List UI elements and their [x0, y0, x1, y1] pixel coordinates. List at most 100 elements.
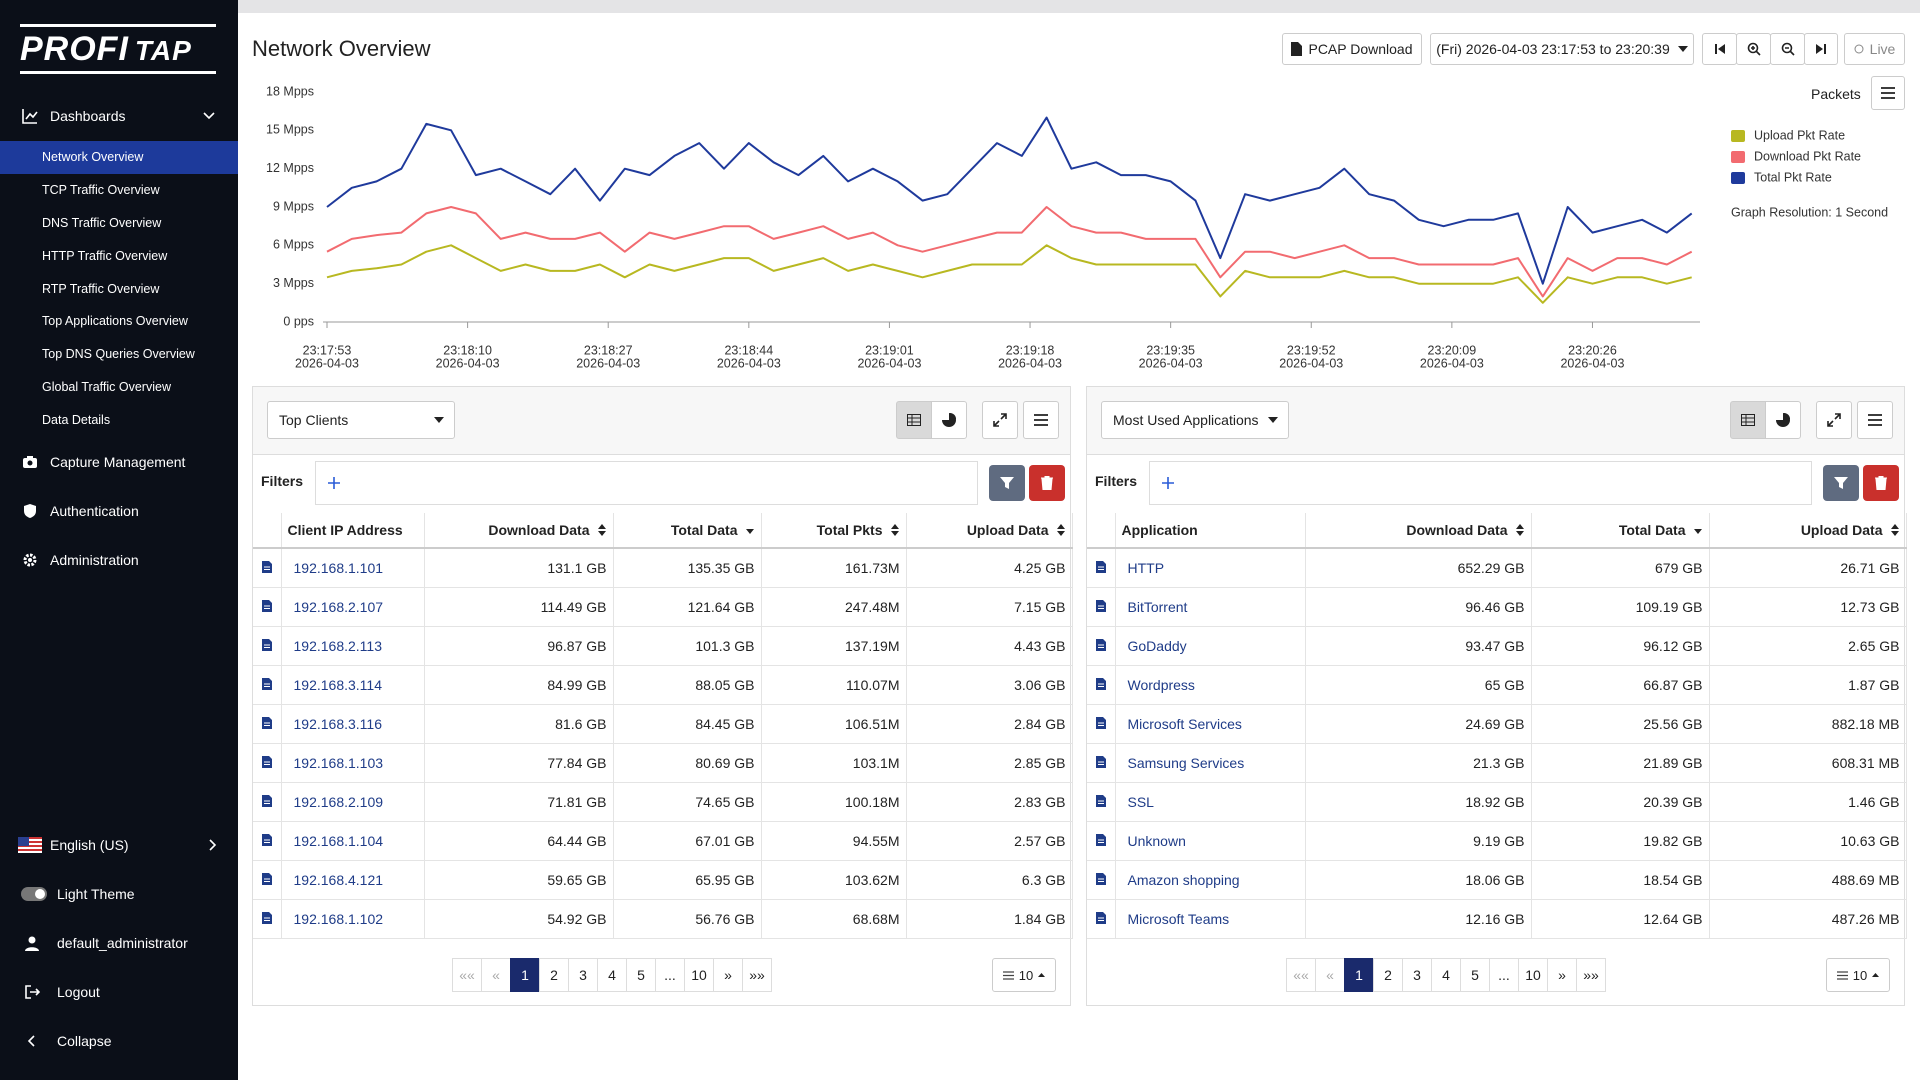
name-cell[interactable]: Microsoft Teams [1115, 899, 1306, 939]
page-button[interactable]: 5 [1460, 958, 1490, 992]
selector[interactable]: Top Clients [267, 401, 455, 439]
page-button[interactable]: 3 [568, 958, 598, 992]
name-cell[interactable]: 192.168.2.113 [281, 626, 425, 666]
column-header[interactable]: Client IP Address [281, 513, 425, 549]
name-cell[interactable]: SSL [1115, 782, 1306, 822]
name-cell[interactable]: 192.168.1.104 [281, 821, 425, 861]
delete-button[interactable] [1029, 465, 1065, 501]
nav-item[interactable]: Global Traffic Overview [42, 380, 171, 394]
name-cell[interactable]: BitTorrent [1115, 587, 1306, 627]
name-cell[interactable]: 192.168.3.116 [281, 704, 425, 744]
table-view-button[interactable] [896, 401, 932, 439]
row-icon-cell[interactable] [1087, 626, 1116, 666]
row-icon-cell[interactable] [1087, 704, 1116, 744]
page-button[interactable]: 10 [1518, 958, 1548, 992]
jump-end-button[interactable] [1804, 33, 1838, 65]
expand-button[interactable] [1816, 401, 1852, 439]
page-button[interactable]: »» [742, 958, 772, 992]
row-icon-cell[interactable] [1087, 899, 1116, 939]
page-button[interactable]: «« [1286, 958, 1316, 992]
page-size-select[interactable]: 10 [992, 958, 1056, 992]
row-icon-cell[interactable] [253, 782, 282, 822]
name-cell[interactable]: 192.168.1.103 [281, 743, 425, 783]
name-cell[interactable]: Microsoft Services [1115, 704, 1306, 744]
page-size-select[interactable]: 10 [1826, 958, 1890, 992]
page-button[interactable]: 10 [684, 958, 714, 992]
live-button[interactable]: Live [1844, 33, 1905, 65]
name-cell[interactable]: 192.168.3.114 [281, 665, 425, 705]
page-button[interactable]: »» [1576, 958, 1606, 992]
filter-input[interactable] [315, 461, 978, 505]
row-icon-cell[interactable] [253, 821, 282, 861]
page-button[interactable]: 1 [510, 958, 540, 992]
menu-button[interactable] [1857, 401, 1893, 439]
page-button[interactable]: » [1547, 958, 1577, 992]
name-cell[interactable]: 192.168.2.109 [281, 782, 425, 822]
row-icon-cell[interactable] [1087, 821, 1116, 861]
page-button[interactable]: 1 [1344, 958, 1374, 992]
row-icon-cell[interactable] [1087, 782, 1116, 822]
row-icon-cell[interactable] [1087, 665, 1116, 705]
row-icon-cell[interactable] [253, 743, 282, 783]
page-button[interactable]: » [713, 958, 743, 992]
name-cell[interactable]: Unknown [1115, 821, 1306, 861]
filter-button[interactable] [989, 465, 1025, 501]
row-icon-cell[interactable] [1087, 548, 1116, 588]
name-cell[interactable]: 192.168.2.107 [281, 587, 425, 627]
page-button[interactable]: 5 [626, 958, 656, 992]
column-header[interactable]: Download Data [1305, 513, 1532, 549]
page-button[interactable]: 3 [1402, 958, 1432, 992]
column-header[interactable]: Total Data [613, 513, 762, 549]
nav-item[interactable]: Top Applications Overview [42, 314, 188, 328]
selector[interactable]: Most Used Applications [1101, 401, 1289, 439]
nav-item[interactable]: Data Details [42, 413, 111, 427]
name-cell[interactable]: HTTP [1115, 548, 1306, 588]
row-icon-cell[interactable] [253, 665, 282, 705]
row-icon-cell[interactable] [253, 587, 282, 627]
name-cell[interactable]: Amazon shopping [1115, 860, 1306, 900]
column-header[interactable]: Download Data [424, 513, 614, 549]
chart-menu-button[interactable] [1871, 76, 1905, 110]
page-button[interactable]: «« [452, 958, 482, 992]
row-icon-cell[interactable] [253, 899, 282, 939]
row-icon-cell[interactable] [1087, 860, 1116, 900]
page-button[interactable]: 2 [539, 958, 569, 992]
page-button[interactable]: 2 [1373, 958, 1403, 992]
page-button[interactable]: ... [655, 958, 685, 992]
row-icon-cell[interactable] [1087, 743, 1116, 783]
nav-item[interactable]: RTP Traffic Overview [42, 282, 160, 296]
nav-item[interactable]: TCP Traffic Overview [42, 183, 160, 197]
name-cell[interactable]: Wordpress [1115, 665, 1306, 705]
range-picker[interactable]: (Fri) 2026-04-03 23:17:53 to 23:20:39 [1430, 33, 1694, 65]
name-cell[interactable]: 192.168.1.102 [281, 899, 425, 939]
page-button[interactable]: ... [1489, 958, 1519, 992]
name-cell[interactable]: GoDaddy [1115, 626, 1306, 666]
name-cell[interactable]: 192.168.1.101 [281, 548, 425, 588]
name-cell[interactable]: 192.168.4.121 [281, 860, 425, 900]
name-cell[interactable]: Samsung Services [1115, 743, 1306, 783]
column-header[interactable]: Upload Data [906, 513, 1073, 549]
pie-view-button[interactable] [931, 401, 967, 439]
pie-view-button[interactable] [1765, 401, 1801, 439]
page-button[interactable]: 4 [1431, 958, 1461, 992]
table-view-button[interactable] [1730, 401, 1766, 439]
filter-button[interactable] [1823, 465, 1859, 501]
row-icon-cell[interactable] [253, 860, 282, 900]
row-icon-cell[interactable] [253, 626, 282, 666]
column-header[interactable]: Total Data [1531, 513, 1710, 549]
nav-item[interactable]: Network Overview [0, 141, 238, 174]
page-button[interactable]: « [481, 958, 511, 992]
column-header[interactable]: Application [1115, 513, 1306, 549]
row-icon-cell[interactable] [253, 704, 282, 744]
column-header[interactable]: Upload Data [1709, 513, 1907, 549]
page-button[interactable]: « [1315, 958, 1345, 992]
column-header[interactable]: Total Pkts [761, 513, 907, 549]
delete-button[interactable] [1863, 465, 1899, 501]
pcap-button[interactable]: PCAP Download [1282, 33, 1422, 65]
menu-button[interactable] [1023, 401, 1059, 439]
expand-button[interactable] [982, 401, 1018, 439]
nav-item[interactable]: Top DNS Queries Overview [42, 347, 195, 361]
nav-item[interactable]: DNS Traffic Overview [42, 216, 162, 230]
nav-item[interactable]: HTTP Traffic Overview [42, 249, 168, 263]
filter-input[interactable] [1149, 461, 1812, 505]
